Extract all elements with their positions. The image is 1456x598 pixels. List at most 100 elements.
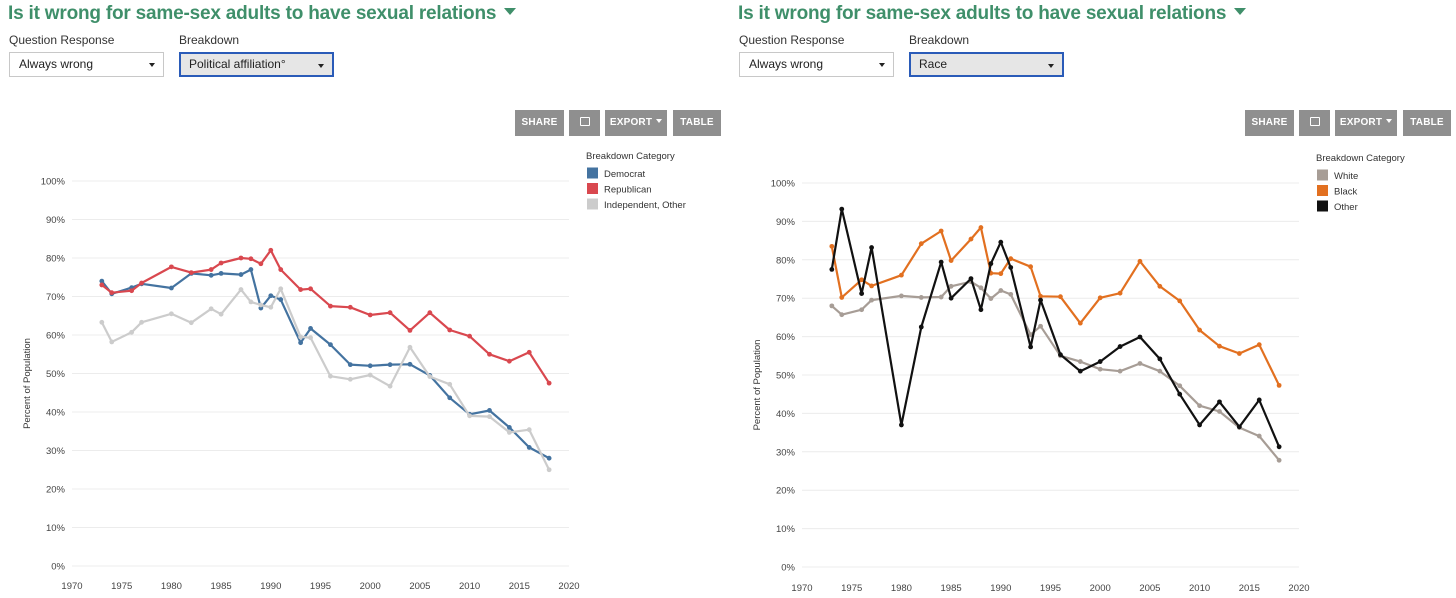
export-button[interactable]: EXPORT [605, 110, 667, 136]
data-point[interactable] [278, 286, 284, 292]
data-point[interactable] [1097, 359, 1103, 364]
data-point[interactable] [387, 310, 393, 316]
data-point[interactable] [526, 427, 532, 433]
data-point[interactable] [387, 362, 393, 368]
question-response-select[interactable]: Always wrong [739, 52, 894, 77]
legend-swatch[interactable] [587, 167, 598, 179]
data-point[interactable] [1028, 264, 1034, 270]
legend-label[interactable]: Black [1334, 187, 1357, 198]
export-button[interactable]: EXPORT [1335, 110, 1397, 136]
breakdown-select[interactable]: Political affiliation° [179, 52, 334, 77]
data-point[interactable] [1077, 320, 1083, 326]
data-point[interactable] [188, 320, 194, 326]
data-point[interactable] [258, 302, 264, 308]
data-point[interactable] [1058, 352, 1063, 358]
data-point[interactable] [169, 285, 174, 291]
data-point[interactable] [988, 261, 994, 267]
data-point[interactable] [1058, 294, 1063, 300]
data-point[interactable] [268, 304, 274, 310]
data-point[interactable] [1097, 295, 1103, 301]
data-point[interactable] [1197, 327, 1202, 333]
data-point[interactable] [487, 351, 492, 357]
data-point[interactable] [948, 258, 954, 263]
data-point[interactable] [1157, 368, 1163, 374]
data-point[interactable] [367, 363, 373, 369]
data-point[interactable] [1217, 343, 1222, 349]
data-point[interactable] [1077, 359, 1083, 364]
data-point[interactable] [328, 342, 333, 348]
data-point[interactable] [1008, 265, 1014, 270]
data-point[interactable] [869, 245, 874, 250]
data-point[interactable] [487, 414, 492, 420]
data-point[interactable] [1008, 256, 1014, 262]
data-point[interactable] [308, 335, 313, 341]
series-line[interactable] [830, 280, 1281, 462]
data-point[interactable] [1236, 424, 1242, 430]
data-point[interactable] [1256, 433, 1262, 439]
data-point[interactable] [1236, 351, 1242, 356]
data-point[interactable] [1276, 457, 1282, 463]
data-point[interactable] [869, 297, 874, 303]
data-point[interactable] [998, 271, 1004, 277]
data-point[interactable] [938, 228, 944, 234]
data-point[interactable] [238, 272, 244, 277]
data-point[interactable] [129, 329, 135, 335]
data-point[interactable] [258, 261, 264, 267]
table-button[interactable]: TABLE [673, 110, 721, 136]
data-point[interactable] [1157, 356, 1163, 362]
data-point[interactable] [1217, 409, 1222, 414]
legend-swatch[interactable] [587, 198, 598, 210]
data-point[interactable] [948, 295, 954, 301]
data-point[interactable] [1117, 368, 1123, 374]
data-point[interactable] [268, 293, 274, 299]
data-point[interactable] [839, 312, 845, 318]
data-point[interactable] [978, 285, 984, 291]
data-point[interactable] [506, 425, 512, 430]
data-point[interactable] [427, 374, 433, 379]
legend-label[interactable]: Republican [604, 185, 652, 196]
data-point[interactable] [899, 422, 904, 428]
data-point[interactable] [367, 312, 373, 318]
data-point[interactable] [1197, 403, 1202, 409]
data-point[interactable] [1137, 258, 1143, 264]
panel-title[interactable]: Is it wrong for same-sex adults to have … [738, 3, 1247, 25]
data-point[interactable] [869, 283, 874, 289]
print-button[interactable] [569, 110, 600, 136]
data-point[interactable] [387, 383, 393, 389]
data-point[interactable] [938, 294, 944, 300]
data-point[interactable] [109, 290, 115, 296]
data-point[interactable] [948, 283, 954, 289]
data-point[interactable] [1197, 422, 1202, 428]
data-point[interactable] [99, 319, 105, 325]
data-point[interactable] [988, 296, 994, 301]
data-point[interactable] [918, 241, 924, 247]
data-point[interactable] [546, 455, 552, 461]
data-point[interactable] [328, 303, 333, 309]
data-point[interactable] [99, 278, 105, 284]
data-point[interactable] [1276, 444, 1282, 450]
data-point[interactable] [347, 304, 353, 310]
data-point[interactable] [109, 339, 115, 345]
series-line[interactable] [100, 287, 551, 471]
legend-swatch[interactable] [1317, 185, 1328, 196]
data-point[interactable] [467, 413, 472, 419]
data-point[interactable] [546, 467, 552, 473]
data-point[interactable] [938, 259, 944, 265]
table-button[interactable]: TABLE [1403, 110, 1451, 136]
data-point[interactable] [1008, 291, 1014, 297]
legend-label[interactable]: Independent, Other [604, 200, 686, 211]
data-point[interactable] [829, 303, 835, 309]
legend-label[interactable]: Other [1334, 202, 1358, 213]
data-point[interactable] [978, 225, 984, 230]
data-point[interactable] [208, 272, 214, 278]
series-line[interactable] [100, 249, 551, 385]
data-point[interactable] [998, 288, 1004, 293]
data-point[interactable] [308, 326, 313, 331]
data-point[interactable] [188, 270, 194, 276]
data-point[interactable] [169, 311, 174, 317]
data-point[interactable] [526, 445, 532, 450]
data-point[interactable] [248, 267, 254, 272]
legend-label[interactable]: White [1334, 171, 1358, 182]
data-point[interactable] [1177, 391, 1183, 397]
data-point[interactable] [1137, 334, 1143, 340]
